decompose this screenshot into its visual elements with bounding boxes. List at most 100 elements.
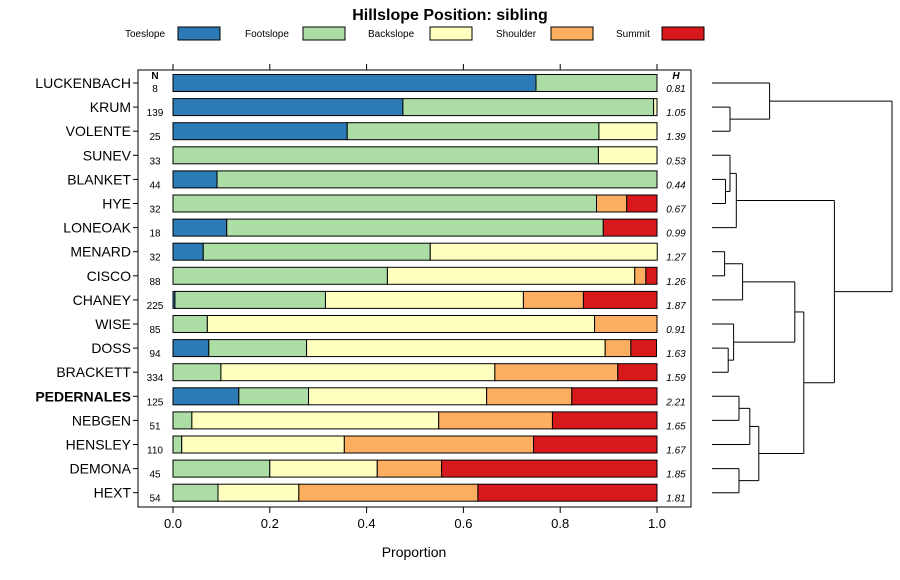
row-h-value: 1.27 [666, 253, 686, 264]
bar-segment-toeslope [172, 122, 348, 141]
row-n-value: 88 [149, 277, 161, 288]
row-n-value: 44 [149, 180, 161, 191]
bar-segment-summit [626, 194, 658, 213]
bar-segment-backslope [653, 98, 658, 117]
row-label: BRACKETT [56, 364, 131, 380]
n-header: N [151, 71, 158, 82]
legend-label: Shoulder [496, 29, 537, 40]
bars-group [172, 74, 658, 502]
bar-segment-footslope [172, 363, 222, 382]
row-n-value: 85 [149, 325, 161, 336]
bar-segment-footslope [172, 435, 183, 454]
row-h-value: 0.99 [666, 229, 686, 240]
x-axis: 0.0 0.2 0.4 0.6 0.8 1.0 [164, 64, 666, 531]
x-tick-label: 0.6 [454, 516, 472, 531]
row-n-value: 334 [147, 373, 164, 384]
dendrogram [712, 82, 893, 494]
bar-segment-footslope [402, 98, 655, 117]
row-label: HEXT [94, 485, 132, 501]
legend-swatch [661, 26, 705, 41]
bar-segment-footslope [174, 290, 326, 309]
row-h-value: 0.91 [666, 325, 685, 336]
bar-segment-backslope [324, 290, 524, 309]
row-h-value: 2.21 [665, 397, 685, 408]
bar-segment-toeslope [172, 218, 228, 237]
bar-segment-footslope [208, 339, 308, 358]
row-label: DEMONA [70, 461, 132, 477]
row-label: HENSLEY [66, 437, 132, 453]
bar-segment-toeslope [172, 387, 240, 406]
bar-segment-shoulder [604, 339, 632, 358]
row-n-value: 32 [149, 205, 161, 216]
row-h-value: 1.63 [666, 349, 686, 360]
row-label: CHANEY [73, 292, 132, 308]
bar-segment-footslope [172, 459, 271, 478]
bar-segment-shoulder [594, 315, 658, 333]
row-h-value: 1.87 [666, 301, 686, 312]
bar-segment-footslope [172, 194, 597, 213]
row-n-value: 54 [149, 494, 161, 505]
bar-segment-summit [582, 290, 658, 309]
bar-segment-footslope [238, 387, 310, 406]
x-axis-label: Proportion [382, 544, 447, 560]
bar-segment-summit [617, 363, 658, 382]
bar-segment-backslope [181, 435, 345, 454]
legend-swatch [177, 26, 221, 41]
bar-segment-footslope [202, 242, 431, 261]
row-h-value: 1.59 [666, 373, 686, 384]
row-n-value: 8 [152, 84, 158, 95]
bar-segment-summit [571, 387, 658, 406]
bar-segment-shoulder [343, 435, 535, 454]
row-n-value: 18 [149, 229, 161, 240]
bar-segment-shoulder [438, 411, 553, 430]
plot-frame [137, 69, 692, 508]
bar-segment-shoulder [494, 363, 619, 382]
x-tick-label: 0.8 [551, 516, 569, 531]
row-n-value: 25 [149, 132, 161, 143]
row-label: LUCKENBACH [35, 75, 131, 91]
bar-segment-toeslope [172, 242, 204, 261]
legend-label: Toeslope [125, 29, 165, 40]
bar-segment-backslope [597, 146, 658, 165]
row-label: WISE [95, 316, 131, 332]
x-tick-label: 0.0 [164, 516, 182, 531]
bar-segment-backslope [220, 363, 496, 382]
row-n-value: 94 [149, 349, 161, 360]
bar-segment-backslope [429, 242, 658, 261]
legend-label: Backslope [368, 29, 415, 40]
row-h-value: 0.81 [666, 84, 685, 95]
row-h-value: 1.65 [666, 421, 686, 432]
bar-segment-summit [630, 339, 658, 358]
bar-segment-summit [645, 266, 658, 285]
bar-segment-summit [441, 459, 658, 478]
legend-label: Footslope [245, 29, 289, 40]
row-label: SUNEV [83, 147, 132, 163]
row-h-value: 1.85 [666, 470, 686, 481]
bar-segment-toeslope [172, 339, 210, 358]
row-n-value: 32 [149, 253, 161, 264]
bar-segment-shoulder [522, 290, 584, 309]
legend-swatch [429, 26, 473, 41]
bar-segment-footslope [172, 483, 219, 502]
row-label: PEDERNALES [35, 388, 131, 404]
bar-segment-backslope [269, 459, 378, 478]
bar-segment-backslope [206, 315, 596, 333]
row-label: LONEOAK [63, 220, 131, 236]
bar-segment-footslope [535, 74, 658, 92]
row-n-value: 225 [147, 301, 164, 312]
row-label: BLANKET [67, 171, 131, 187]
bar-segment-summit [477, 483, 658, 502]
row-label: HYE [102, 196, 131, 212]
bar-segment-shoulder [486, 387, 573, 406]
row-n-value: 51 [149, 421, 161, 432]
bar-segment-summit [602, 218, 658, 237]
bar-segment-footslope [216, 170, 658, 189]
bar-segment-shoulder [596, 194, 628, 213]
x-tick-label: 1.0 [648, 516, 666, 531]
bar-segment-toeslope [172, 170, 218, 189]
legend: Toeslope Footslope Backslope Shoulder Summit [125, 26, 705, 41]
row-labels: LUCKENBACH 8 0.81 KRUM 139 1.05 VOLENTE 25 1.39 S… [35, 75, 686, 505]
row-h-value: 1.26 [666, 277, 686, 288]
row-n-value: 125 [147, 397, 164, 408]
